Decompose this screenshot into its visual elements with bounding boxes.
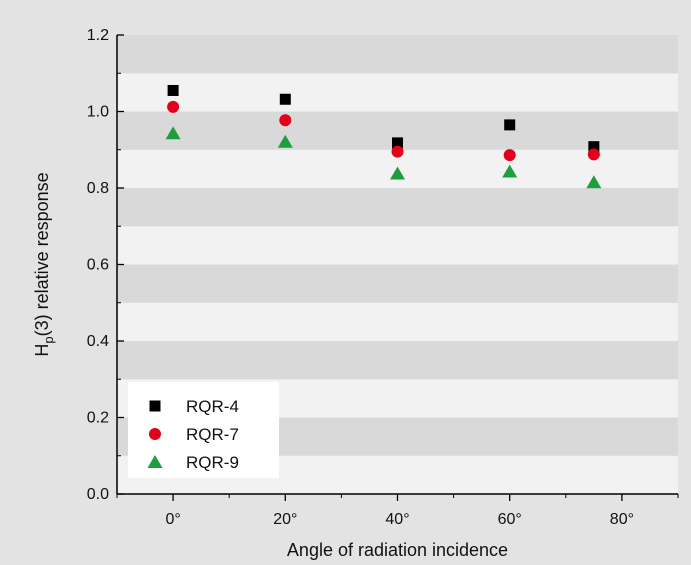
y-tick-label: 0.4 (87, 333, 109, 350)
data-point-rqr-4 (167, 84, 179, 96)
legend-label-rqr-7: RQR-7 (186, 425, 239, 444)
background-band (117, 73, 678, 112)
data-point-rqr-4 (392, 137, 403, 149)
x-tick-label: 80° (610, 511, 634, 528)
data-point-rqr-7 (587, 148, 600, 161)
tick-labels: 0.0 0.2 0.4 0.6 0.8 1.0 1.2 0° 20° 40° 60° 80° (87, 27, 634, 528)
data-point-rqr-9 (502, 164, 518, 178)
data-point-rqr-7 (503, 149, 516, 162)
legend-label-rqr-4: RQR-4 (186, 397, 239, 416)
legend-marker-rqr-9 (147, 455, 163, 468)
data-point-rqr-7 (391, 145, 404, 158)
legend: RQR-4 RQR-7 RQR-9 (128, 382, 279, 478)
background-band (117, 35, 678, 74)
y-tick-label: 0.2 (87, 410, 109, 427)
legend-marker-rqr-4 (149, 400, 161, 412)
axes (116, 35, 678, 495)
y-tick-label: 1.0 (87, 104, 109, 121)
data-point-rqr-4 (279, 93, 291, 105)
data-point-rqr-7 (167, 100, 180, 113)
background-band (117, 264, 678, 303)
x-tick-label: 40° (385, 511, 409, 528)
x-tick-label: 0° (165, 511, 180, 528)
background-band (117, 226, 678, 265)
x-tick-label: 60° (498, 511, 522, 528)
y-tick-label: 0.8 (87, 180, 109, 197)
y-axis-title-prefix: H (32, 344, 52, 357)
data-point-rqr-9 (277, 134, 293, 148)
background-band (117, 341, 678, 380)
data-point-rqr-4 (588, 141, 600, 153)
x-axis-title: Angle of radiation incidence (287, 540, 508, 560)
y-tick-label: 1.2 (87, 27, 109, 44)
legend-label-rqr-9: RQR-9 (186, 453, 239, 472)
data-point-rqr-9 (586, 175, 602, 189)
y-tick-label: 0.0 (87, 486, 109, 503)
data-point-rqr-4 (504, 119, 516, 131)
x-tick-label: 20° (273, 511, 297, 528)
data-point-rqr-9 (390, 166, 405, 180)
y-tick-label: 0.6 (87, 257, 109, 274)
background-band (117, 188, 678, 227)
data-marks (165, 84, 602, 189)
data-point-rqr-9 (165, 126, 181, 140)
y-axis-title-subscript: p (41, 336, 56, 343)
y-axis-title-suffix: (3) relative response (32, 172, 52, 336)
y-axis-title: Hp(3) relative response (32, 172, 56, 356)
background-band (117, 302, 678, 341)
legend-marker-rqr-7 (149, 428, 161, 440)
data-point-rqr-7 (279, 114, 292, 127)
